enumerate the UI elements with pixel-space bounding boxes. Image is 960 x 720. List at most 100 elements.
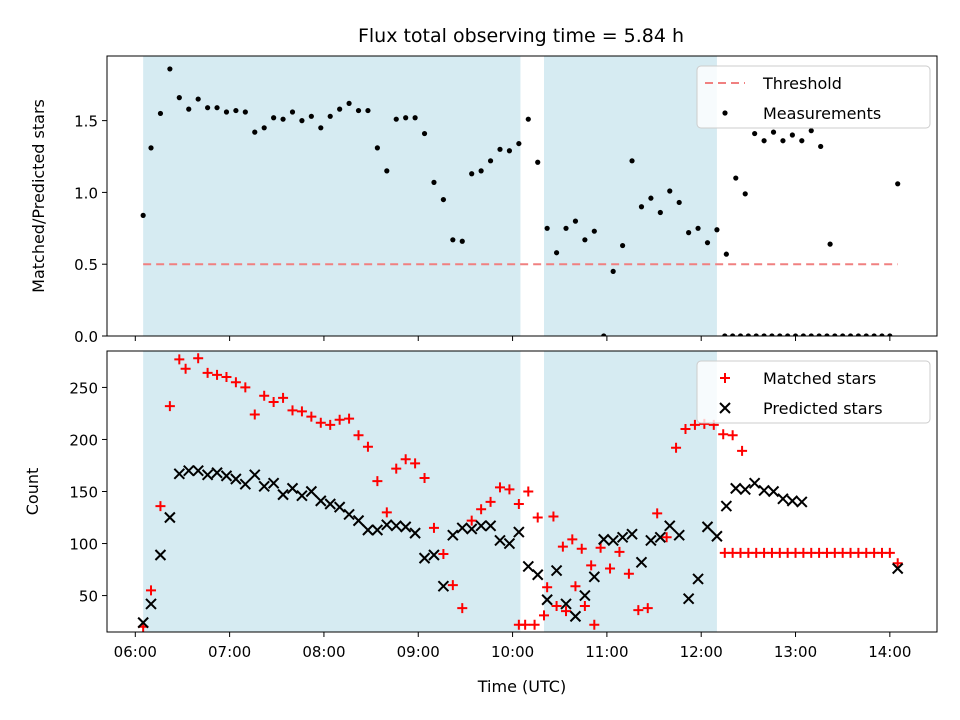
- bottom-matched-point-6: [193, 353, 204, 364]
- bottom-predicted-point-25: [371, 524, 384, 536]
- top-measurements-point-6: [195, 96, 201, 102]
- bottom-matched-point-56: [576, 543, 587, 554]
- top-measurements-point-10: [233, 107, 239, 114]
- top-measurements-point-32: [440, 196, 447, 203]
- bottom-predicted-point-4: [173, 468, 186, 480]
- bottom-matched-point-50: [520, 619, 531, 630]
- bottom-matched-point-13: [259, 390, 270, 401]
- bottom-predicted-point-55: [654, 531, 667, 544]
- top-measurements-point-70: [799, 138, 805, 144]
- bottom-matched-point-21: [334, 414, 345, 425]
- bottom-matched-point-55: [567, 534, 578, 545]
- bottom-matched_flat-point-21: [884, 547, 895, 558]
- top-measurements-point-25: [374, 145, 380, 151]
- bottom-matched-point-22: [344, 413, 355, 424]
- bottom-predicted-point-7: [201, 469, 214, 481]
- bottom-predicted-point-8: [211, 467, 223, 479]
- bottom-ytick-label-1: 100: [69, 536, 98, 554]
- bottom-predicted-point-60: [701, 521, 714, 533]
- bottom-matched-point-2: [155, 501, 166, 512]
- top-legend: Threshold Measurements: [696, 65, 931, 129]
- top-measurements-point-35: [469, 171, 475, 177]
- bottom-predicted-point-53: [635, 556, 648, 568]
- bottom-matched-point-40: [513, 498, 524, 509]
- top-measurements-point-38: [497, 146, 503, 152]
- bottom-predicted-point-69: [786, 495, 799, 507]
- legend-predicted-label: Predicted stars: [763, 399, 883, 418]
- top-measurements-point-60: [704, 240, 711, 246]
- top-measurements-point-20: [327, 113, 333, 119]
- bottom-matched-point-41: [523, 486, 534, 497]
- bottom-predicted-point-6: [192, 464, 204, 477]
- bottom-matched-point-30: [419, 472, 430, 483]
- top-measurements-point-94: [879, 333, 885, 336]
- top-measurements-point-84: [800, 333, 806, 336]
- top-measurements-point-37: [487, 158, 494, 164]
- bottom-predicted-point-28: [399, 521, 412, 533]
- bottom-predicted-point-3: [164, 511, 176, 524]
- bottom-matched-point-58: [595, 542, 606, 553]
- bottom-matched-point-35: [466, 515, 477, 526]
- legend-matched-swatch: [720, 373, 730, 383]
- bottom-matched-point-36: [476, 504, 487, 515]
- bottom-matched-point-11: [240, 382, 251, 393]
- top-measurements-point-54: [648, 195, 654, 201]
- bottom-matched-point-68: [689, 419, 700, 430]
- top-measurements-point-18: [308, 113, 314, 119]
- bottom-ytick-label-3: 200: [69, 431, 98, 449]
- bottom-matched-point-14: [268, 396, 279, 407]
- bottom-matched-point-54: [557, 541, 568, 552]
- top-measurements-point-83: [792, 333, 799, 336]
- top-measurements-point-12: [252, 129, 258, 135]
- bottom-predicted-point-66: [758, 484, 770, 497]
- top-measurements-point-66: [761, 138, 767, 144]
- top-measurements-point-46: [572, 218, 579, 224]
- top-measurements-point-55: [657, 209, 663, 216]
- top-measurements-point-0: [140, 212, 146, 218]
- bottom-series-matched: [138, 353, 748, 632]
- bottom-predicted-point-19: [315, 495, 327, 507]
- bottom-predicted-point-56: [664, 520, 676, 532]
- top-measurements-point-95: [887, 333, 893, 336]
- bottom-predicted-point-17: [296, 489, 308, 502]
- bottom-matched-point-67: [680, 424, 691, 435]
- legend-measurements-label: Measurements: [763, 104, 881, 123]
- bottom-series-matched_flat: [719, 547, 903, 569]
- bottom-predicted-point-34: [456, 522, 468, 534]
- bottom-matched-point-72: [727, 430, 738, 441]
- bottom-predicted-point-52: [626, 528, 638, 540]
- top-measurements-point-62: [723, 251, 729, 257]
- bottom-predicted-point-49: [598, 533, 610, 546]
- bottom-predicted-point-44: [550, 564, 563, 577]
- bottom-predicted-point-42: [532, 569, 544, 581]
- bottom-predicted-point-71: [891, 562, 904, 575]
- bottom-matched-point-23: [353, 430, 364, 441]
- top-measurements-point-28: [403, 115, 409, 121]
- bottom-matched-point-4: [174, 354, 185, 365]
- bottom-matched-point-26: [381, 507, 392, 518]
- top-measurements-point-41: [525, 116, 531, 122]
- top-measurements-point-91: [855, 333, 862, 336]
- bottom-matched-point-59: [605, 563, 616, 574]
- bottom-matched-point-32: [438, 548, 449, 559]
- bottom-matched-point-47: [579, 600, 590, 611]
- top-measurements-point-78: [753, 333, 759, 336]
- top-measurements-point-47: [582, 237, 588, 243]
- top-measurements-point-53: [638, 204, 645, 210]
- top-measurements-point-43: [544, 225, 550, 231]
- top-measurements-point-3: [167, 66, 173, 72]
- top-measurements-point-7: [205, 105, 211, 111]
- top-measurements-point-77: [745, 333, 751, 336]
- bottom-matched-point-45: [561, 606, 572, 617]
- top-measurements-point-90: [847, 333, 854, 336]
- top-measurements-point-80: [769, 333, 775, 336]
- bottom-predicted-point-57: [673, 529, 685, 541]
- bottom-matched-point-31: [428, 522, 439, 533]
- top-measurements-point-48: [591, 228, 597, 234]
- bottom-shaded-interval-0: [143, 351, 521, 632]
- top-measurements-point-76: [737, 333, 744, 336]
- top-measurements-point-31: [431, 179, 437, 185]
- bottom-predicted-point-36: [475, 520, 487, 532]
- bottom-matched-point-60: [614, 546, 625, 557]
